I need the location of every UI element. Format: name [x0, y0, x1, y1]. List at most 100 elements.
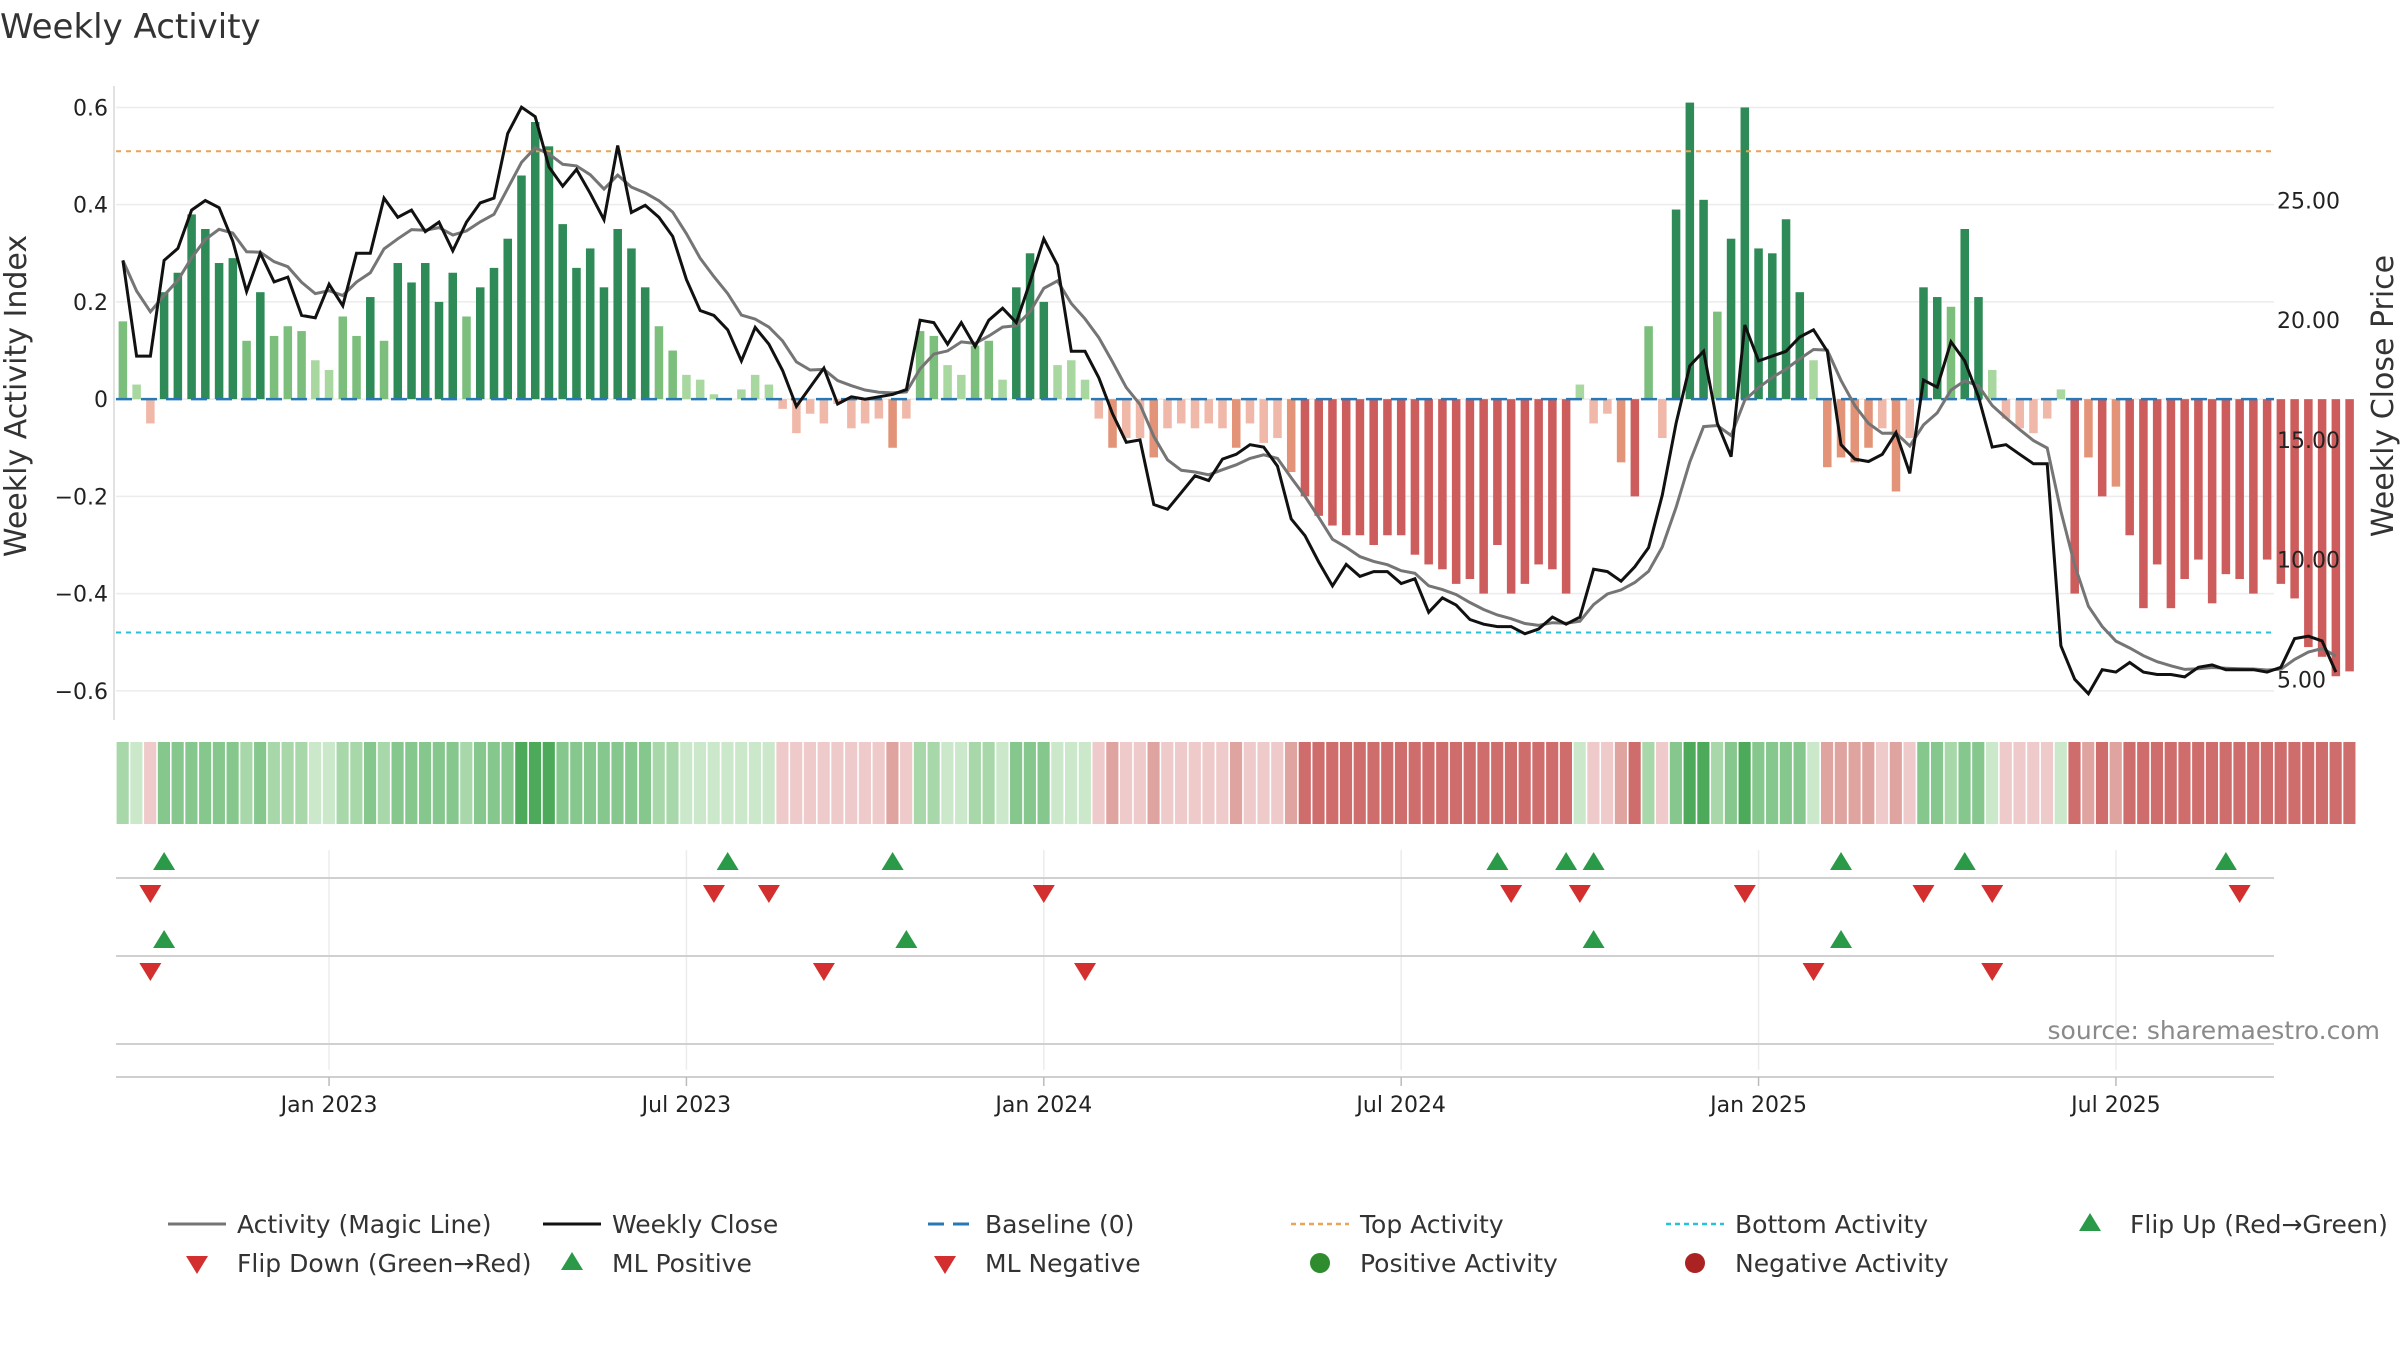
- x-tick-label: Jul 2023: [640, 1093, 732, 1118]
- activity-bar: [475, 287, 485, 400]
- activity-bar: [902, 399, 911, 419]
- activity-bar: [1740, 107, 1750, 400]
- heat-cell: [927, 742, 940, 824]
- heat-cell: [638, 742, 652, 824]
- heat-cell: [1037, 742, 1050, 824]
- heat-cell: [1216, 742, 1229, 824]
- activity-bar: [1891, 399, 1901, 492]
- flip-up-marker: [2214, 852, 2237, 870]
- y-tick-label: 0.2: [73, 291, 108, 316]
- activity-bar: [2317, 399, 2327, 657]
- activity-bar: [1053, 365, 1062, 400]
- activity-bar: [2262, 399, 2272, 560]
- activity-bar: [750, 374, 760, 400]
- activity-bar: [613, 228, 622, 400]
- heat-cell: [350, 742, 363, 824]
- heat-cell: [1958, 742, 1971, 824]
- activity-bar: [1823, 399, 1832, 468]
- activity-bar: [269, 335, 279, 400]
- heat-cell: [1628, 742, 1641, 824]
- activity-bar: [1589, 399, 1598, 424]
- activity-bar: [1190, 399, 1200, 429]
- y2-axis-label: Weekly Close Price: [2366, 255, 2400, 537]
- activity-bar: [187, 214, 196, 400]
- activity-bar: [132, 384, 141, 400]
- activity-bar: [1946, 306, 1956, 400]
- heat-cell: [1394, 742, 1408, 824]
- heat-cell: [1339, 742, 1353, 824]
- activity-bar: [943, 365, 952, 400]
- heat-cell: [501, 742, 514, 824]
- heat-cell: [212, 742, 225, 824]
- heat-cell: [1683, 742, 1696, 824]
- heat-cell: [1559, 742, 1572, 824]
- flip-down-marker: [2228, 885, 2251, 903]
- activity-bars: [118, 102, 2354, 677]
- x-tick-label: Jan 2023: [279, 1093, 378, 1118]
- activity-bar: [1561, 399, 1571, 594]
- heat-cell: [982, 742, 995, 824]
- activity-bar: [668, 350, 677, 400]
- activity-bar: [201, 228, 210, 400]
- heat-cell: [721, 742, 734, 824]
- activity-bar: [1149, 399, 1159, 458]
- activity-bar: [1424, 399, 1433, 565]
- heat-cell: [391, 742, 404, 824]
- heat-cell: [309, 742, 322, 824]
- heat-cell: [748, 742, 762, 824]
- y-tick-label: 0: [94, 388, 108, 413]
- heat-cell: [2260, 742, 2273, 824]
- heat-cell: [2150, 742, 2164, 824]
- activity-bar: [1259, 399, 1268, 443]
- activity-bar: [2221, 399, 2231, 575]
- legend-swatch-triangle-down: [934, 1256, 956, 1274]
- heat-cell: [1752, 742, 1765, 824]
- heat-cell: [2040, 742, 2054, 824]
- legend-swatch-dot: [1685, 1253, 1705, 1273]
- activity-bar: [1039, 301, 1049, 400]
- activity-bar: [503, 238, 512, 400]
- heat-cell: [1944, 742, 1957, 824]
- heat-cell: [817, 742, 830, 824]
- heat-cell: [1532, 742, 1545, 824]
- activity-bar: [1575, 384, 1585, 400]
- heat-cell: [2205, 742, 2219, 824]
- heat-cell: [1614, 742, 1627, 824]
- activity-bar: [517, 175, 526, 400]
- activity-bar: [970, 345, 980, 400]
- activity-heat-strip: [116, 742, 2356, 824]
- legend-label: Top Activity: [1359, 1210, 1504, 1239]
- heat-cell: [680, 742, 693, 824]
- activity-bar: [1355, 399, 1365, 536]
- heat-cell: [1092, 742, 1105, 824]
- heat-cell: [886, 742, 899, 824]
- legend-swatch-triangle-up: [2079, 1213, 2101, 1231]
- heat-cell: [1367, 742, 1380, 824]
- chart-title: Weekly Activity: [0, 7, 261, 47]
- y-tick-label: −0.2: [55, 485, 108, 510]
- activity-bar: [173, 272, 183, 400]
- heat-cell: [735, 742, 748, 824]
- heat-cell: [1807, 742, 1820, 824]
- activity-bar: [2001, 399, 2011, 419]
- heat-cell: [1972, 742, 1985, 824]
- legend-label: Positive Activity: [1360, 1249, 1558, 1278]
- flip-markers: [116, 852, 2274, 1045]
- legend-item-flipup: Flip Up (Red→Green): [2079, 1210, 2388, 1239]
- weekly-close-line: [121, 105, 2338, 697]
- heat-cell: [1862, 742, 1875, 824]
- heat-cell: [473, 742, 487, 824]
- activity-bar: [1286, 399, 1296, 473]
- activity-bar: [778, 399, 787, 409]
- heat-cell: [1724, 742, 1737, 824]
- legend: Activity (Magic Line) Weekly Close Baselin…: [168, 1210, 2388, 1278]
- flip-down-marker: [1912, 885, 1935, 903]
- heat-cell: [1834, 742, 1847, 824]
- heat-cell: [1051, 742, 1064, 824]
- heat-cell: [1284, 742, 1298, 824]
- y-tick-label: −0.6: [55, 680, 108, 705]
- heat-cell: [652, 742, 665, 824]
- y-axis-label: Weekly Activity Index: [0, 235, 34, 557]
- lines-layer: [116, 105, 2338, 697]
